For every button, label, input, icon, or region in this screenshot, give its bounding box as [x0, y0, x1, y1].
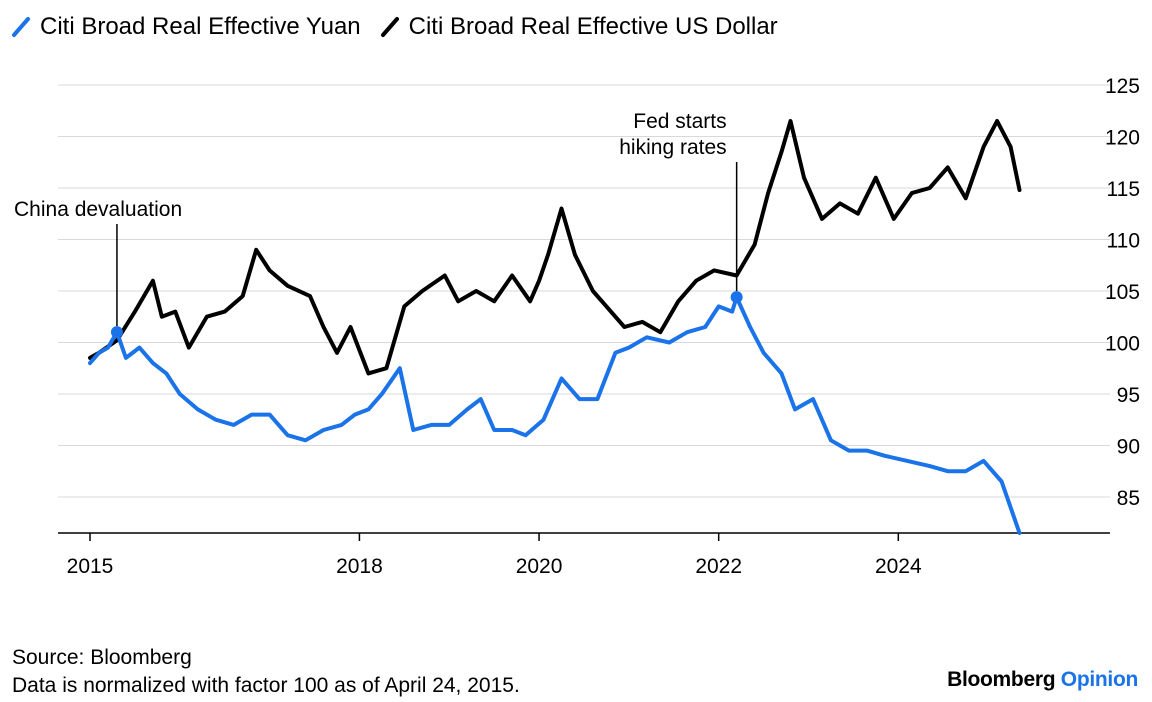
x-tick-label: 2018 [336, 555, 383, 578]
brand-logo: Bloomberg Opinion [947, 668, 1138, 692]
y-tick-label: 90 [1117, 435, 1140, 458]
annotation-label: Fed starts [633, 110, 726, 133]
x-tick-label: 2015 [67, 555, 114, 578]
legend-label-yuan: Citi Broad Real Effective Yuan [40, 13, 361, 40]
brand-accent: Opinion [1060, 668, 1139, 691]
source-note: Source: Bloomberg [12, 646, 192, 669]
y-tick-label: 125 [1105, 75, 1140, 98]
legend-item-usd: Citi Broad Real Effective US Dollar [379, 13, 778, 41]
y-tick-label: 120 [1105, 126, 1140, 149]
legend-item-yuan: Citi Broad Real Effective Yuan [10, 13, 361, 41]
normalization-note: Data is normalized with factor 100 as of… [12, 674, 520, 697]
annotation-label: China devaluation [14, 198, 182, 221]
brand-name: Bloomberg [947, 668, 1056, 691]
y-tick-label: 95 [1117, 384, 1140, 407]
y-tick-label: 100 [1105, 332, 1140, 355]
series-line [88, 119, 1022, 376]
annotation-label: hiking rates [619, 136, 726, 159]
slash-line-icon [12, 17, 30, 37]
y-tick-label: 85 [1117, 487, 1140, 510]
slash-line-icon [380, 17, 399, 37]
x-tick-label: 2022 [695, 555, 742, 578]
annotation-marker [110, 326, 123, 339]
legend-label-usd: Citi Broad Real Effective US Dollar [408, 13, 778, 40]
y-tick-label: 115 [1107, 178, 1140, 201]
x-tick-label: 2020 [516, 555, 563, 578]
y-tick-label: 110 [1107, 229, 1140, 252]
chart-legend: Citi Broad Real Effective Yuan Citi Broa… [10, 10, 778, 44]
x-tick-label: 2024 [875, 555, 922, 578]
y-tick-label: 105 [1105, 281, 1140, 304]
line-chart: 85 90 95 100 105 110 115 120 125 2015 2018 2020 2022… [14, 75, 1140, 578]
series-line [88, 295, 1022, 535]
chart-footer: Source: Bloomberg Data is normalized wit… [12, 644, 520, 700]
annotation-marker [730, 291, 743, 304]
